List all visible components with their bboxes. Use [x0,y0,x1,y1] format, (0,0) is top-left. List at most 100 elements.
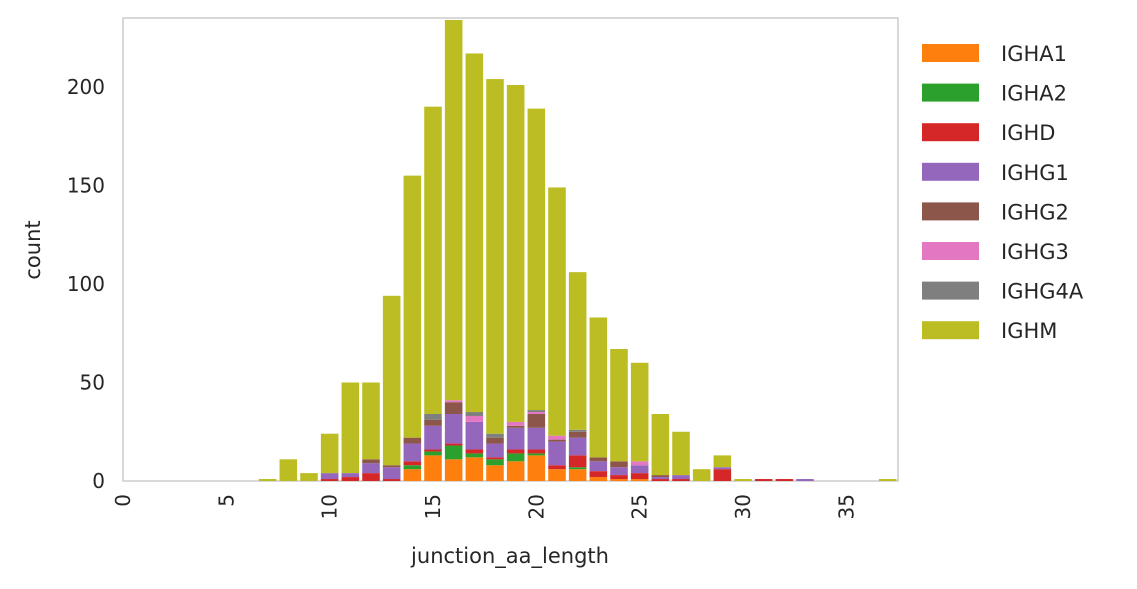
bar-segment-ighd-29 [713,469,732,481]
bar-segment-ighg1-13 [382,467,401,480]
bar-segment-ighd-14 [403,461,422,466]
bar-segment-ighd-25 [630,473,649,480]
bar-segment-ighg2-21 [548,439,566,442]
bar-segment-ighd-11 [341,477,360,481]
bar-segment-ighd-19 [506,449,525,454]
bar-segment-igha2-16 [444,445,463,460]
y-tick-label: 0 [92,469,105,493]
x-tick-label: 10 [318,494,342,519]
bar-segment-ighg1-24 [610,467,628,476]
bar-segment-ighg1-12 [362,463,380,474]
legend-swatch-ighd [922,123,979,142]
y-tick-label: 100 [67,272,105,296]
bar-segment-ighd-26 [651,479,670,481]
legend-label-ighg1: IGHG1 [1001,161,1069,185]
legend-swatch-ighg1 [922,162,979,181]
bar-segment-ighd-24 [610,475,628,480]
bar-segment-igha1-23 [589,477,608,481]
bar-segment-ighm-30 [734,479,752,481]
bar-segment-igha2-17 [465,453,484,458]
bar-segment-igha1-22 [568,469,587,481]
bar-segment-ighm-23 [589,317,608,458]
legend: IGHA1 IGHA2 IGHD IGHG1 IGHG2 IGHG3 IGHG4A IGHM [922,42,1084,343]
bar-segment-ighg1-19 [506,427,525,450]
bar-segment-ighm-29 [713,455,732,468]
legend-swatch-ighg2 [922,202,979,221]
bar-segment-ighm-10 [320,433,339,474]
bar-segment-ighm-26 [651,414,670,476]
bar-segment-ighm-37 [878,479,897,481]
bar-segment-ighg4a-20 [527,410,546,413]
bar-segment-ighd-15 [424,449,442,452]
bar-segment-ighg2-14 [403,437,422,444]
bar-segment-ighm-21 [548,187,566,436]
bar-segment-ighg3-25 [630,461,649,466]
bar-segment-ighg1-33 [796,479,814,481]
bar-segment-igha2-14 [403,465,422,470]
bar-segment-ighd-32 [775,479,794,481]
legend-swatch-igha1 [922,44,979,62]
bar-segment-ighg1-14 [403,443,422,462]
bar-segment-ighg2-24 [610,461,628,468]
bar-segment-igha1-24 [610,479,628,481]
bar-segment-igha2-19 [506,453,525,462]
bar-segment-ighg1-29 [713,467,732,470]
bar-segment-ighg2-20 [527,414,546,428]
bar-segment-ighg2-23 [589,457,608,462]
bar-segment-ighg2-19 [506,425,525,428]
x-tick-label: 0 [111,494,135,507]
legend-label-ighg4a: IGHG4A [1001,280,1084,304]
bar-segment-ighd-10 [320,479,339,481]
legend-swatch-ighm [922,321,979,340]
bar-segment-ighm-24 [610,349,628,462]
legend-swatch-ighg4a [922,281,979,300]
x-tick-label: 5 [214,494,238,507]
bar-segment-ighm-25 [630,362,649,462]
legend-label-ighg3: IGHG3 [1001,240,1069,264]
bar-segment-igha1-16 [444,459,463,481]
bar-segment-ighg1-20 [527,427,546,450]
bar-segment-ighg1-25 [630,465,649,474]
bar-segment-igha2-20 [527,453,546,456]
bar-segment-ighg4a-17 [465,412,484,416]
bar-segment-ighg2-22 [568,431,587,438]
bar-segment-ighd-18 [486,457,504,460]
x-tick-label: 30 [731,494,755,519]
bar-segment-ighg3-19 [506,421,525,426]
legend-swatch-ighg3 [922,242,979,260]
bar-segment-ighg2-18 [486,437,504,444]
legend-label-ighg2: IGHG2 [1001,200,1069,224]
bar-segment-ighm-20 [527,108,546,411]
legend-label-ighm: IGHM [1001,319,1057,343]
bar-segment-ighg3-17 [465,415,484,422]
bar-segment-ighg1-23 [589,461,608,472]
x-tick-labels: 0 5 10 15 20 25 30 35 [111,494,858,519]
bar-segment-ighm-15 [424,106,442,415]
x-tick-label: 25 [628,494,652,519]
bar-segment-ighg3-16 [444,400,463,403]
legend-swatch-igha2 [922,83,979,102]
bar-segment-ighg2-13 [382,465,401,468]
bar-segment-ighm-22 [568,272,587,430]
y-tick-label: 150 [67,174,105,198]
bar-segment-ighg1-22 [568,437,587,456]
legend-label-igha1: IGHA1 [1001,42,1067,66]
bar-segment-ighd-20 [527,449,546,454]
bar-segment-ighm-7 [258,479,277,481]
bar-segment-ighg3-20 [527,412,546,415]
bar-segment-ighg3-21 [548,435,566,440]
bar-segment-igha1-18 [486,465,504,481]
y-tick-label: 50 [80,371,105,395]
bar-segment-ighg1-17 [465,421,484,450]
bar-segment-ighm-12 [362,382,380,460]
bar-segment-ighm-13 [382,295,401,466]
bar-segment-ighm-28 [692,469,711,481]
x-axis-label: junction_aa_length [410,544,609,569]
bars-group [258,19,897,481]
bar-segment-ighg1-16 [444,414,463,444]
bar-segment-igha2-18 [486,459,504,466]
bar-segment-ighd-21 [548,465,566,470]
bar-segment-ighg1-21 [548,441,566,466]
bar-segment-ighg1-10 [320,473,339,480]
